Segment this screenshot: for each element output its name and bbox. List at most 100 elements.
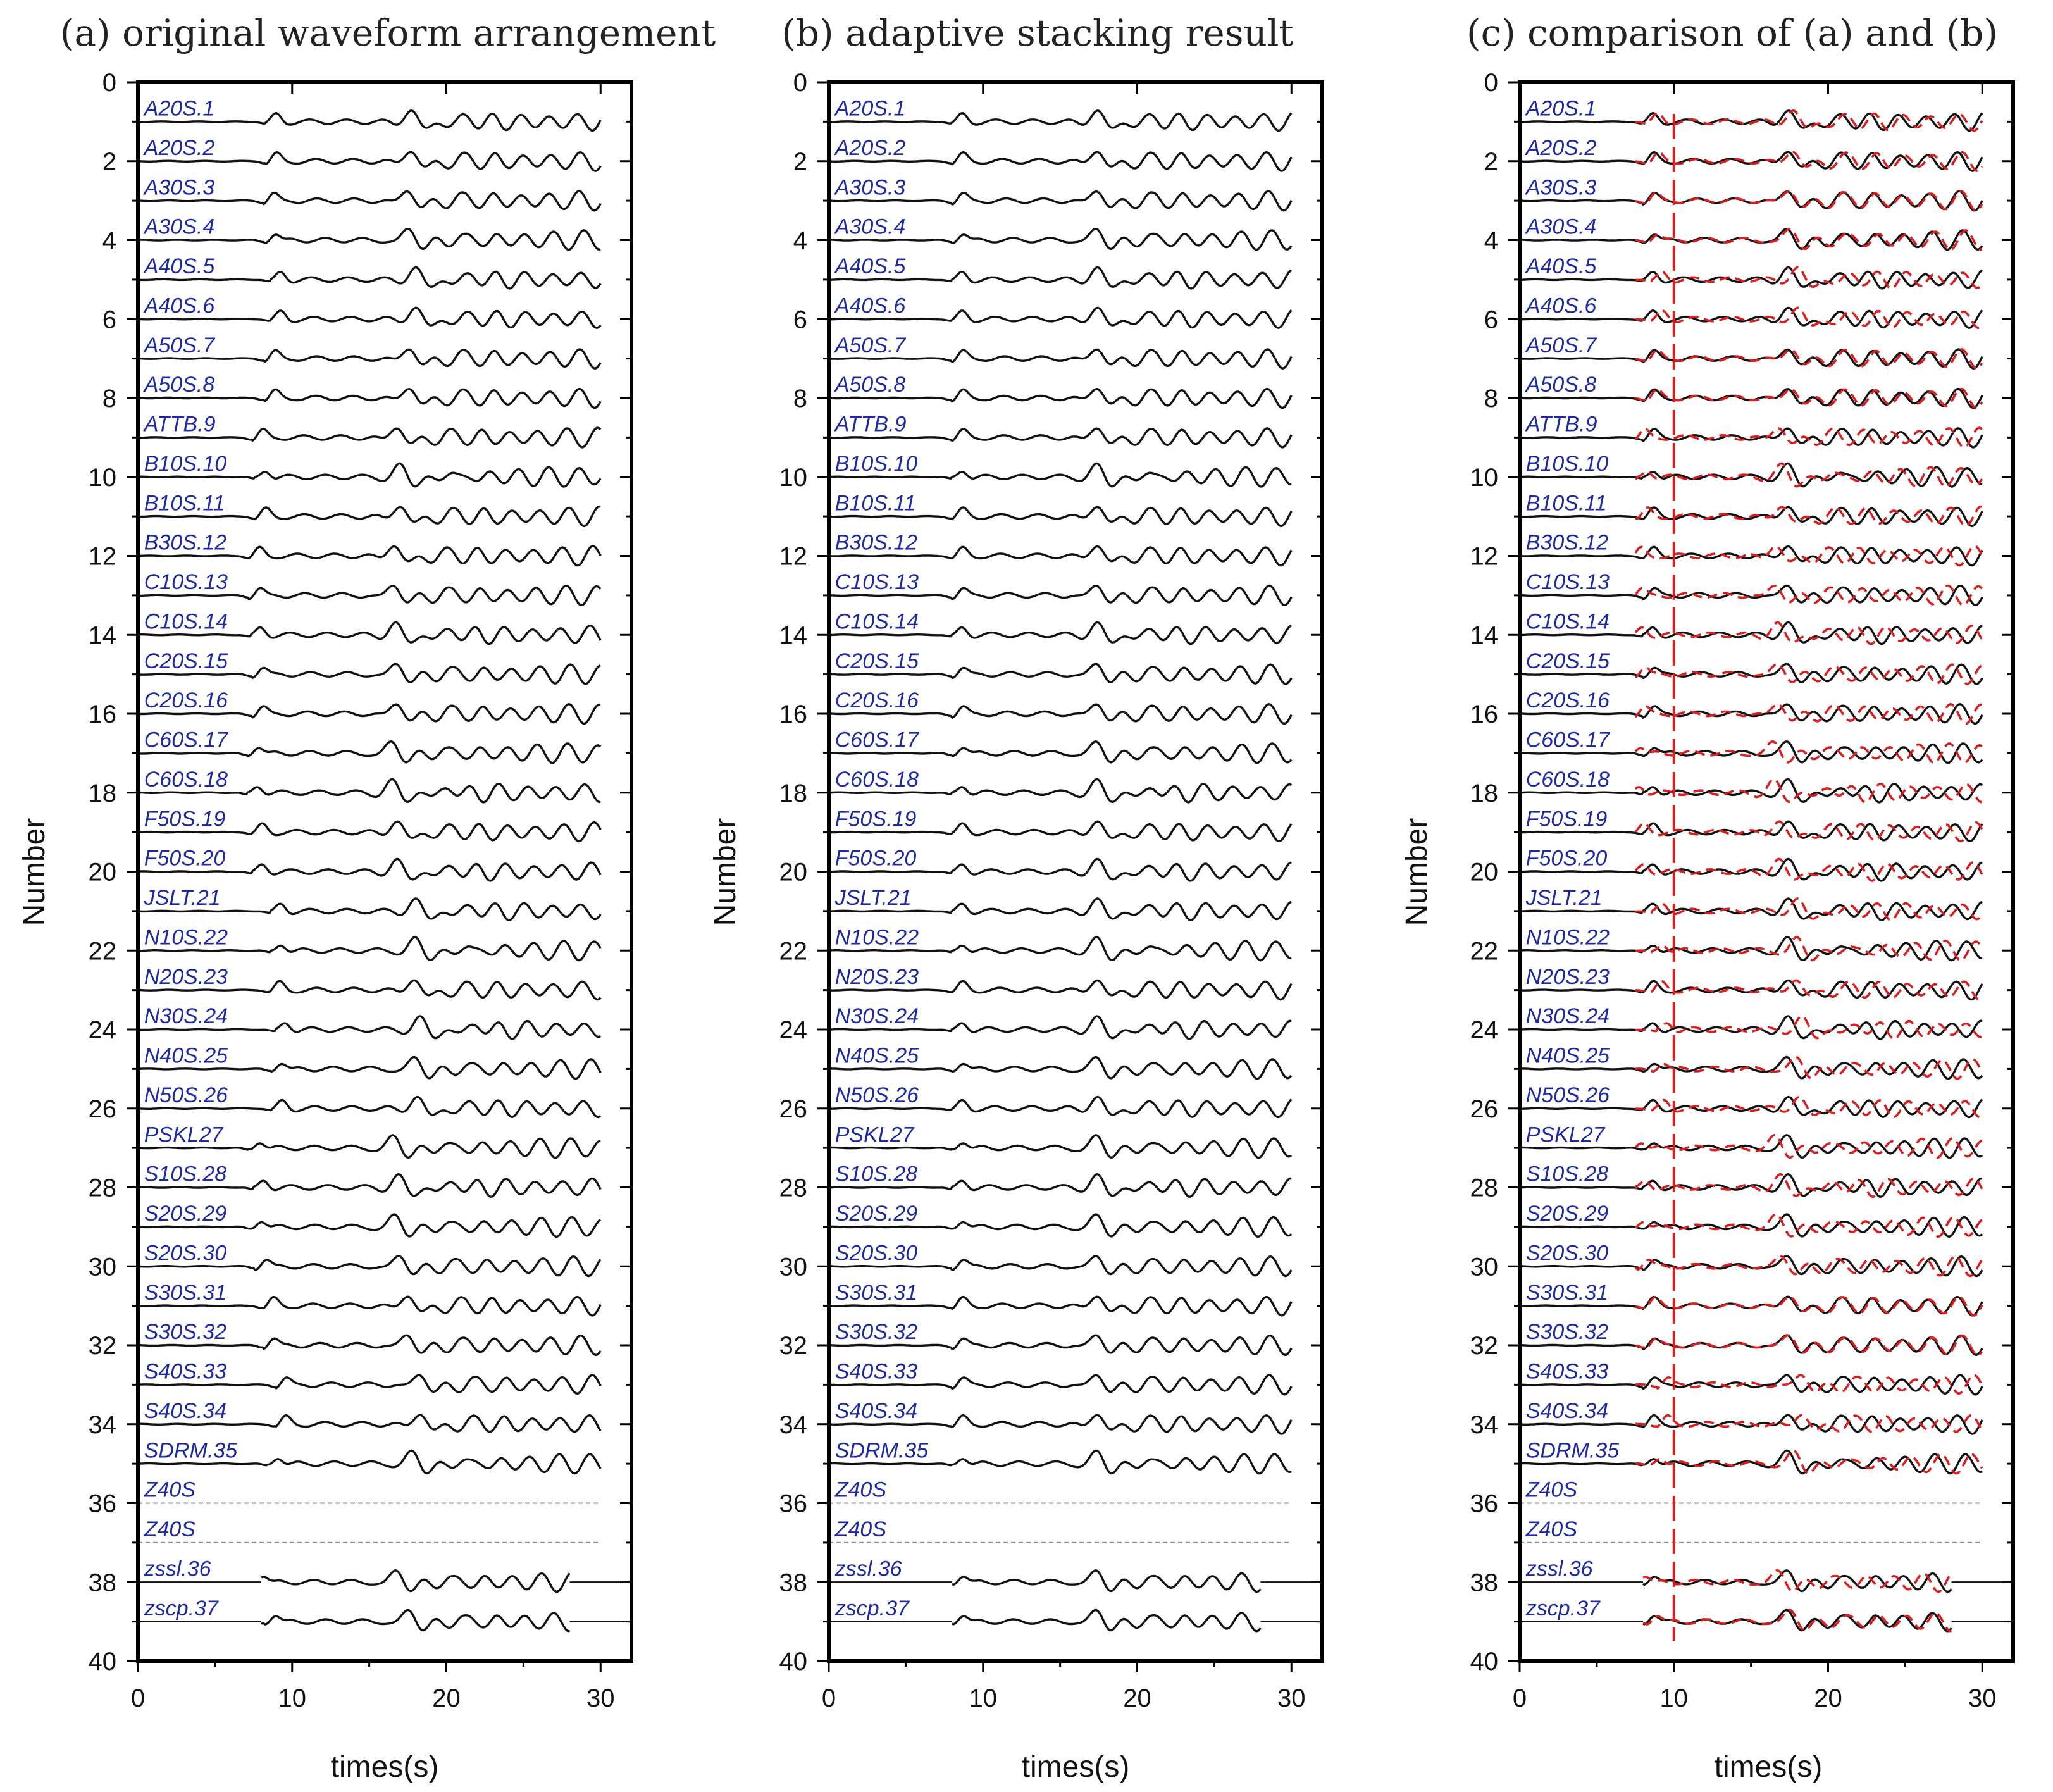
waveform-trace [1519, 703, 1983, 725]
panel-c: (c) comparison of (a) and (b) Number tim… [1400, 11, 2015, 1784]
waveform-trace [1519, 936, 1983, 962]
station-label: N50S.26 [1526, 1083, 1610, 1107]
waveform-trace [1519, 462, 1983, 488]
station-label: A40S.6 [143, 294, 215, 318]
station-label: Z40S [1525, 1478, 1578, 1502]
station-label: A40S.5 [1525, 254, 1597, 278]
station-label: C10S.14 [144, 609, 228, 633]
waveform-trace [138, 426, 602, 449]
y-tick-label: 30 [89, 1253, 117, 1281]
station-label: JSLT.21 [144, 886, 221, 910]
x-tick-label: 0 [1513, 1684, 1527, 1712]
waveform-trace [137, 1134, 601, 1159]
panel-a: (a) original waveform arrangement Number… [18, 11, 716, 1784]
waveform-trace [828, 266, 1293, 290]
waveform-trace [828, 584, 1293, 606]
waveform-trace [1519, 1255, 1983, 1278]
waveform-trace [137, 151, 602, 172]
y-tick-label: 6 [1484, 306, 1498, 333]
waveform-trace [261, 1608, 570, 1633]
station-label: A20S.2 [143, 136, 215, 160]
original-trace-dashed [1634, 820, 1983, 843]
waveform-trace [1519, 1134, 1983, 1159]
station-label: A50S.7 [1525, 333, 1597, 358]
station-label: C10S.14 [1526, 609, 1610, 633]
station-label: A50S.8 [1525, 373, 1597, 397]
station-label: C60S.18 [835, 768, 919, 792]
y-tick-label: 40 [89, 1648, 117, 1676]
y-tick-label: 12 [1470, 543, 1499, 571]
waveform-trace [1519, 427, 1983, 449]
y-tick-label: 10 [1470, 464, 1499, 492]
waveform-trace [137, 936, 602, 962]
station-label: N50S.26 [835, 1083, 919, 1107]
station-label: A40S.6 [834, 294, 906, 318]
waveform-trace [829, 740, 1293, 764]
x-tick-label: 0 [822, 1684, 836, 1712]
station-label: zscp.37 [834, 1596, 910, 1621]
station-label: zscp.37 [1525, 1596, 1601, 1621]
y-tick-label: 0 [1484, 69, 1498, 97]
panel-a-title: (a) original waveform arrangement [60, 11, 716, 54]
waveform-trace [137, 1095, 602, 1119]
original-trace-dashed [1634, 1173, 1983, 1198]
station-label: C60S.17 [1526, 728, 1610, 752]
waveform-trace [261, 1569, 571, 1593]
panel-b-station-labels: A20S.1 A20S.2 A30S.3 A30S.4 A40S.5 A40S.6 A50S… [834, 97, 928, 1621]
waveform-trace [1642, 1608, 1952, 1633]
original-trace-dashed [1642, 1569, 1952, 1593]
waveform-trace [952, 1569, 1262, 1593]
y-tick-label: 30 [1470, 1253, 1499, 1281]
waveform-trace [1519, 897, 1983, 921]
y-tick-label: 16 [1470, 700, 1499, 728]
waveform-trace [828, 621, 1292, 645]
station-label: S40S.34 [144, 1399, 226, 1423]
station-label: Z40S [834, 1478, 887, 1502]
waveform-trace [828, 820, 1293, 843]
waveform-trace [138, 621, 602, 645]
station-label: F50S.19 [1526, 807, 1608, 831]
waveform-trace [828, 897, 1292, 921]
panel-b: (b) adaptive stacking result Number time… [709, 11, 1324, 1784]
waveform-trace [1519, 1334, 1983, 1357]
waveform-trace [1519, 266, 1983, 290]
waveform-trace [829, 227, 1293, 251]
y-tick-label: 14 [89, 621, 117, 649]
station-label: S40S.33 [1526, 1360, 1609, 1384]
station-label: A50S.8 [143, 373, 215, 397]
panel-c-ylabel: Number [1400, 818, 1434, 926]
original-trace-dashed [1634, 778, 1982, 804]
panel-c-xlabel: times(s) [1715, 1750, 1823, 1784]
waveform-trace [137, 1213, 602, 1238]
y-tick-label: 4 [1484, 227, 1498, 255]
station-label: F50S.20 [1526, 847, 1608, 871]
station-label: F50S.20 [144, 847, 226, 871]
y-tick-label: 12 [779, 543, 808, 571]
station-label: Z40S [1525, 1517, 1578, 1541]
waveform-trace [829, 109, 1293, 132]
y-tick-label: 4 [102, 227, 116, 255]
station-label: B10S.11 [144, 491, 225, 515]
waveform-trace [828, 348, 1293, 370]
y-tick-label: 36 [89, 1490, 117, 1518]
station-label: F50S.20 [835, 847, 917, 871]
original-trace-dashed [1634, 1213, 1983, 1238]
station-label: B10S.11 [835, 491, 916, 515]
waveform-trace [828, 190, 1293, 212]
station-label: S40S.33 [835, 1360, 918, 1384]
waveform-trace [829, 1095, 1293, 1119]
station-label: JSLT.21 [1525, 886, 1603, 910]
waveform-trace [138, 1414, 602, 1433]
station-label: Z40S [144, 1517, 196, 1541]
station-label: PSKL27 [1526, 1123, 1606, 1147]
y-tick-label: 8 [102, 385, 116, 413]
panel-b-traces [828, 109, 1322, 1633]
station-label: A20S.2 [834, 136, 906, 160]
station-label: S20S.29 [835, 1202, 918, 1226]
station-label: A20S.1 [1525, 97, 1597, 121]
station-label: SDRM.35 [144, 1438, 237, 1462]
station-label: S20S.29 [1526, 1202, 1609, 1226]
waveform-trace [137, 1295, 602, 1317]
original-trace-dashed [1634, 740, 1983, 764]
